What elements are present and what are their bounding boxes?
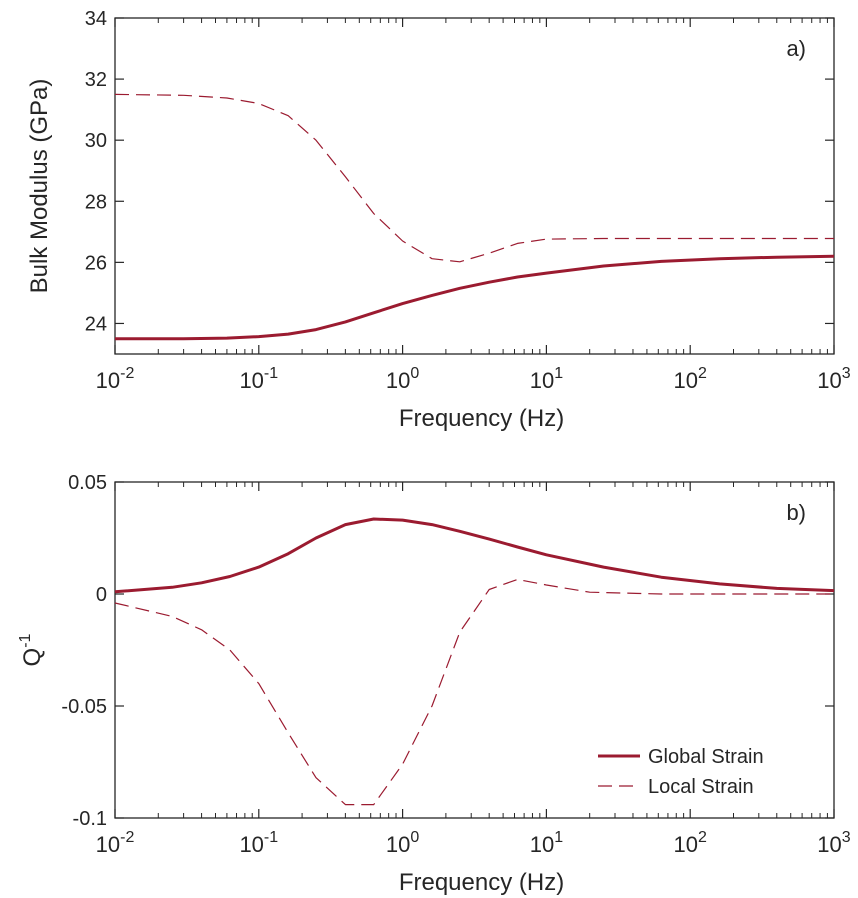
x-tick-label: 100 — [386, 829, 419, 857]
plot-frame — [114, 17, 835, 355]
x-tick-label: 10-2 — [96, 365, 135, 393]
x-tick-label-base: 10 — [386, 368, 410, 393]
y-tick-label: 24 — [85, 313, 107, 335]
x-tick-label-exponent: 1 — [554, 365, 563, 382]
legend-label: Global Strain — [648, 746, 764, 768]
y-axis-label-base: Q — [19, 648, 46, 667]
x-axis-label: Frequency (Hz) — [399, 405, 564, 432]
global-strain-line — [115, 254, 835, 341]
x-tick-label-exponent: 3 — [842, 829, 851, 846]
x-tick-label: 10-2 — [96, 829, 135, 857]
y-tick-label: -0.1 — [73, 808, 107, 830]
x-tick-label-base: 10 — [239, 832, 263, 857]
x-tick-label: 103 — [817, 829, 850, 857]
y-tick-label: 30 — [85, 130, 107, 152]
plot-frame — [114, 481, 835, 819]
x-tick-label-base: 10 — [674, 368, 698, 393]
x-tick-label-exponent: -2 — [120, 829, 134, 846]
x-tick-label: 102 — [674, 365, 707, 393]
x-tick-label-exponent: -1 — [264, 365, 278, 382]
y-tick-label: 28 — [85, 191, 107, 213]
x-tick-label: 101 — [530, 365, 563, 393]
y-axis-label-exponent: -1 — [17, 633, 34, 647]
y-tick-label: 0.05 — [68, 472, 107, 494]
y-axis-label: Q-1 — [17, 633, 46, 666]
y-tick-label: 34 — [85, 8, 107, 30]
local-strain-line — [114, 578, 834, 806]
y-tick-label: 0 — [96, 584, 107, 606]
x-tick-label-base: 10 — [96, 832, 120, 857]
panel-label: b) — [786, 500, 806, 525]
x-tick-label: 102 — [674, 829, 707, 857]
local-strain-line — [114, 93, 834, 263]
x-tick-label-base: 10 — [674, 832, 698, 857]
x-tick-label-base: 10 — [530, 832, 554, 857]
x-tick-label: 10-1 — [239, 365, 278, 393]
x-tick-label-exponent: 2 — [698, 365, 707, 382]
panel-a: 10-2 10-1 100 101 102 103242628303234Frequenc… — [26, 8, 851, 432]
x-axis-label: Frequency (Hz) — [399, 869, 564, 896]
x-tick-label: 103 — [817, 365, 850, 393]
panel-label: a) — [786, 36, 806, 61]
x-tick-label-exponent: 1 — [554, 829, 563, 846]
x-tick-label-base: 10 — [96, 368, 120, 393]
x-tick-label: 100 — [386, 365, 419, 393]
global-strain-line — [114, 517, 835, 594]
legend: Global Strain Local Strain — [598, 746, 764, 798]
y-axis-label: Bulk Modulus (GPa) — [26, 79, 53, 294]
y-tick-label: 26 — [85, 252, 107, 274]
x-tick-label-base: 10 — [817, 832, 841, 857]
x-tick-label: 10-1 — [239, 829, 278, 857]
x-tick-label-base: 10 — [386, 832, 410, 857]
x-tick-label: 101 — [530, 829, 563, 857]
x-tick-label-exponent: 3 — [842, 365, 851, 382]
x-tick-label-exponent: -2 — [120, 365, 134, 382]
x-tick-label-exponent: -1 — [264, 829, 278, 846]
y-tick-label: 32 — [85, 69, 107, 91]
x-tick-label-base: 10 — [530, 368, 554, 393]
x-tick-label-base: 10 — [817, 368, 841, 393]
panel-b: 10-2 10-1 100 101 102 103-0.1-0.0500.05Freque… — [17, 472, 851, 896]
x-tick-label-exponent: 0 — [410, 829, 419, 846]
x-tick-label-base: 10 — [239, 368, 263, 393]
x-tick-label-exponent: 2 — [698, 829, 707, 846]
x-tick-label-exponent: 0 — [410, 365, 419, 382]
legend-label: Local Strain — [648, 776, 754, 798]
y-tick-label: -0.05 — [61, 696, 107, 718]
